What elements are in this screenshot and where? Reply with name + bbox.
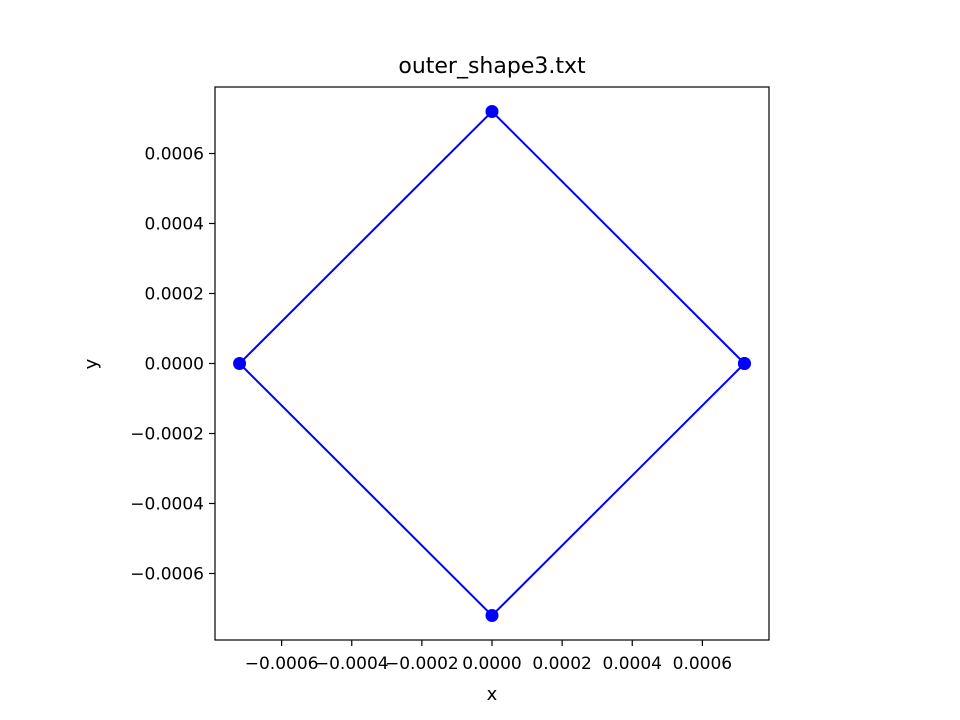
x-tick-label: 0.0004 (603, 654, 662, 674)
y-tick-label: 0.0000 (145, 355, 204, 375)
data-point (485, 609, 499, 622)
x-axis-label: x (487, 684, 498, 705)
y-tick-label: −0.0002 (130, 425, 204, 445)
y-tick-label: 0.0006 (145, 145, 204, 165)
data-point (233, 357, 247, 370)
x-tick-label: −0.0004 (315, 654, 389, 674)
y-tick-label: 0.0002 (145, 285, 204, 305)
series-layer (233, 105, 751, 622)
data-point (737, 357, 751, 370)
x-tick-label: −0.0006 (245, 654, 319, 674)
x-tick-label: 0.0006 (673, 654, 732, 674)
x-tick-label: 0.0002 (532, 654, 591, 674)
y-tick-label: 0.0004 (145, 215, 204, 235)
y-axis-ticks: −0.0006 −0.0004 −0.0002 0.0000 0.0002 0.0004 0… (130, 145, 215, 585)
chart-title: outer_shape3.txt (398, 54, 586, 79)
data-point (485, 105, 499, 118)
y-tick-label: −0.0004 (130, 495, 204, 515)
x-tick-label: 0.0000 (462, 654, 521, 674)
y-tick-label: −0.0006 (130, 565, 204, 585)
x-axis-ticks: −0.0006−0.0004−0.0002 0.0000 0.0002 0.0004 0… (245, 640, 732, 674)
x-tick-label: −0.0002 (385, 654, 459, 674)
y-axis-label: y (81, 358, 102, 369)
